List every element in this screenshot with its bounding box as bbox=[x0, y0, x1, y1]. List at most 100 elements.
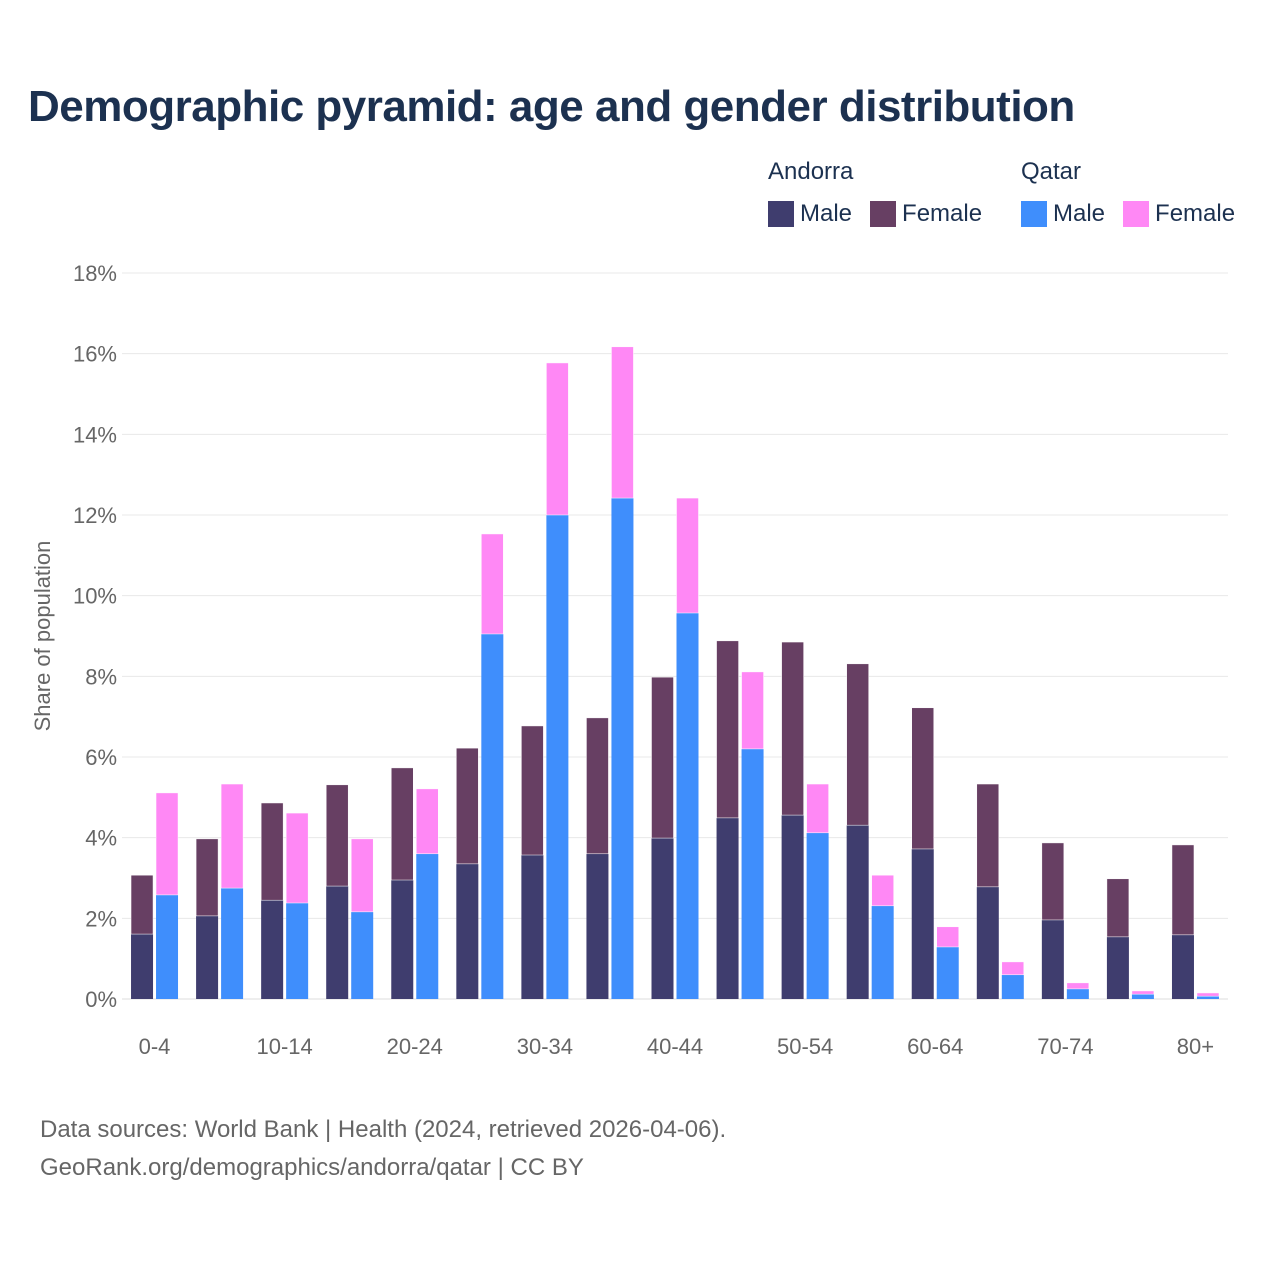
bar-qatar-female[interactable] bbox=[936, 926, 959, 948]
bar-qatar-male[interactable] bbox=[1001, 974, 1024, 999]
legend-swatch bbox=[1123, 201, 1150, 227]
bar-qatar-female[interactable] bbox=[741, 671, 764, 750]
bar-andorra-male[interactable] bbox=[131, 934, 154, 999]
bar-andorra-female[interactable] bbox=[1041, 842, 1065, 921]
legend-label: Female bbox=[902, 200, 983, 227]
legend-item-andorra-male[interactable]: Male bbox=[768, 200, 852, 228]
y-tick-label: 14% bbox=[73, 422, 117, 447]
bar-andorra-male[interactable] bbox=[456, 863, 479, 999]
bar-andorra-male[interactable] bbox=[261, 900, 284, 999]
legend-group-andorra: Andorra bbox=[768, 158, 854, 185]
bar-qatar-female[interactable] bbox=[1196, 992, 1220, 997]
bar-qatar-female[interactable] bbox=[416, 788, 439, 855]
bar-andorra-male[interactable] bbox=[196, 915, 219, 999]
y-tick-label: 10% bbox=[73, 584, 117, 609]
bar-qatar-female[interactable] bbox=[806, 783, 829, 834]
bar-andorra-female[interactable] bbox=[521, 725, 544, 856]
bar-qatar-male[interactable] bbox=[936, 946, 959, 999]
bar-qatar-male[interactable] bbox=[546, 515, 569, 999]
bar-qatar-female[interactable] bbox=[676, 497, 699, 614]
bar-andorra-male[interactable] bbox=[1041, 919, 1064, 999]
y-tick-label: 4% bbox=[85, 826, 117, 851]
bar-andorra-male[interactable] bbox=[326, 886, 349, 999]
bar-andorra-female[interactable] bbox=[260, 802, 284, 901]
bar-andorra-female[interactable] bbox=[781, 641, 804, 816]
bar-qatar-female[interactable] bbox=[1131, 990, 1155, 995]
y-tick-label: 0% bbox=[85, 987, 117, 1012]
bar-andorra-female[interactable] bbox=[1106, 878, 1130, 938]
bar-qatar-male[interactable] bbox=[806, 832, 829, 999]
bar-andorra-male[interactable] bbox=[781, 815, 804, 999]
legend-qatar: Male Female bbox=[1021, 200, 1235, 228]
bar-andorra-female[interactable] bbox=[911, 707, 934, 850]
legend-label: Male bbox=[1053, 200, 1106, 227]
y-tick-label: 2% bbox=[85, 906, 117, 931]
legend-swatch bbox=[1021, 201, 1047, 227]
bar-qatar-male[interactable] bbox=[416, 853, 439, 999]
bar-andorra-male[interactable] bbox=[716, 817, 739, 999]
bar-qatar-female[interactable] bbox=[155, 792, 179, 896]
bar-andorra-male[interactable] bbox=[586, 853, 609, 999]
bar-andorra-male[interactable] bbox=[976, 886, 999, 999]
bar-andorra-male[interactable] bbox=[391, 880, 414, 999]
bar-andorra-female[interactable] bbox=[846, 663, 869, 826]
legend-item-andorra-female[interactable]: Female bbox=[870, 200, 982, 228]
x-tick-label: 40-44 bbox=[647, 1034, 703, 1059]
bar-qatar-female[interactable] bbox=[1001, 961, 1025, 976]
bar-andorra-female[interactable] bbox=[391, 767, 414, 881]
bar-qatar-male[interactable] bbox=[1196, 996, 1219, 999]
legend-label: Female bbox=[1155, 200, 1236, 227]
bar-qatar-male[interactable] bbox=[286, 903, 309, 999]
footer-link[interactable]: GeoRank.org/demographics/andorra/qatar |… bbox=[40, 1154, 584, 1181]
x-tick-label: 0-4 bbox=[139, 1034, 171, 1059]
bar-qatar-male[interactable] bbox=[1066, 988, 1089, 999]
legend-group-qatar: Qatar bbox=[1021, 158, 1082, 185]
bar-andorra-male[interactable] bbox=[911, 848, 934, 999]
bar-qatar-female[interactable] bbox=[1066, 982, 1090, 990]
bar-qatar-male[interactable] bbox=[676, 613, 699, 999]
x-tick-label: 10-14 bbox=[257, 1034, 313, 1059]
bar-qatar-male[interactable] bbox=[481, 633, 504, 999]
bar-qatar-female[interactable] bbox=[285, 812, 309, 904]
bar-andorra-male[interactable] bbox=[521, 855, 544, 999]
bar-qatar-male[interactable] bbox=[871, 905, 894, 999]
x-tick-label: 70-74 bbox=[1037, 1034, 1093, 1059]
y-tick-label: 16% bbox=[73, 342, 117, 367]
bar-qatar-female[interactable] bbox=[546, 362, 569, 516]
legend-label: Male bbox=[800, 200, 853, 227]
y-tick-label: 6% bbox=[85, 745, 117, 770]
legend-item-qatar-male[interactable]: Male bbox=[1021, 200, 1105, 228]
bar-qatar-female[interactable] bbox=[220, 783, 244, 889]
legend-item-qatar-female[interactable]: Female bbox=[1123, 200, 1235, 228]
bar-andorra-female[interactable] bbox=[976, 783, 1000, 888]
bar-andorra-female[interactable] bbox=[456, 747, 479, 865]
bar-andorra-male[interactable] bbox=[651, 838, 674, 999]
bar-andorra-female[interactable] bbox=[130, 874, 154, 935]
bar-andorra-female[interactable] bbox=[1171, 844, 1195, 936]
bar-qatar-male[interactable] bbox=[741, 748, 764, 999]
bar-andorra-male[interactable] bbox=[846, 825, 869, 999]
bar-andorra-male[interactable] bbox=[1106, 936, 1129, 999]
bar-andorra-female[interactable] bbox=[716, 640, 739, 819]
chart-title: Demographic pyramid: age and gender dist… bbox=[28, 82, 1075, 131]
y-axis-label: Share of population bbox=[30, 541, 55, 732]
bar-andorra-female[interactable] bbox=[195, 838, 219, 917]
x-tick-label: 20-24 bbox=[387, 1034, 443, 1059]
x-tick-label: 30-34 bbox=[517, 1034, 573, 1059]
bar-andorra-male[interactable] bbox=[1171, 934, 1194, 999]
bar-qatar-male[interactable] bbox=[611, 498, 634, 999]
legend-swatch bbox=[768, 201, 794, 227]
bar-qatar-male[interactable] bbox=[221, 888, 244, 999]
bar-andorra-female[interactable] bbox=[651, 676, 674, 839]
bar-andorra-female[interactable] bbox=[586, 717, 609, 855]
legend-andorra: Male Female bbox=[768, 200, 982, 228]
bar-qatar-male[interactable] bbox=[351, 911, 374, 999]
bar-andorra-female[interactable] bbox=[325, 784, 349, 887]
bar-qatar-female[interactable] bbox=[611, 346, 634, 499]
bar-qatar-male[interactable] bbox=[156, 894, 179, 999]
bar-qatar-female[interactable] bbox=[481, 533, 504, 635]
bar-qatar-male[interactable] bbox=[1131, 994, 1154, 999]
bar-qatar-female[interactable] bbox=[350, 838, 374, 913]
bar-qatar-female[interactable] bbox=[871, 874, 894, 907]
